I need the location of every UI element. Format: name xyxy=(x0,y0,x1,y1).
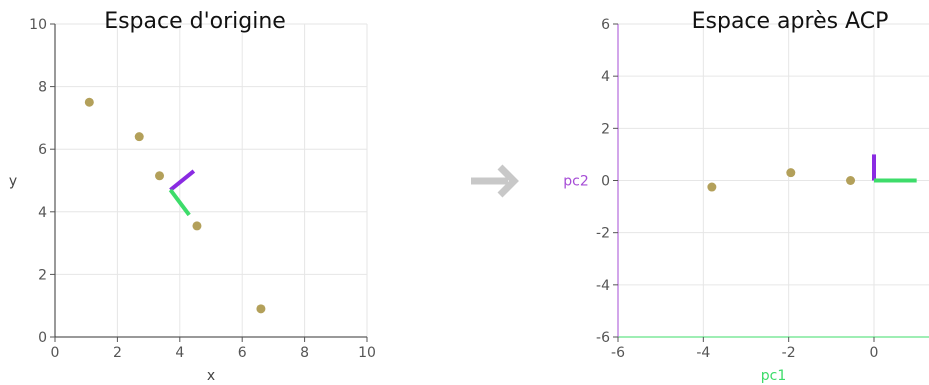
data-point xyxy=(256,304,266,314)
data-point xyxy=(84,97,94,107)
data-point xyxy=(846,176,856,185)
y-tick-label: 0 xyxy=(38,330,47,346)
y-tick-label: 4 xyxy=(38,205,47,221)
data-point xyxy=(192,221,202,231)
data-point xyxy=(155,171,165,181)
x-tick-label: 8 xyxy=(300,345,309,361)
y-axis-label: y xyxy=(9,174,17,190)
x-tick-label: 2 xyxy=(113,345,122,361)
x-axis-label: pc1 xyxy=(761,368,787,384)
data-point xyxy=(707,182,717,192)
y-tick-label: 2 xyxy=(38,267,47,283)
component-vector xyxy=(168,188,191,217)
y-tick-label: 10 xyxy=(29,17,47,33)
x-tick-label: -2 xyxy=(782,345,796,361)
y-tick-label: 8 xyxy=(38,80,47,96)
y-tick-label: 4 xyxy=(601,69,610,85)
data-point xyxy=(134,132,144,142)
x-tick-label: 10 xyxy=(358,345,376,361)
y-tick-label: -2 xyxy=(596,226,610,242)
y-tick-label: -4 xyxy=(596,278,610,294)
right-arrow-icon xyxy=(471,164,519,198)
x-tick-label: 6 xyxy=(238,345,247,361)
y-axis-label: pc2 xyxy=(563,174,589,190)
x-axis-label: x xyxy=(207,368,215,384)
y-tick-label: 6 xyxy=(601,17,610,33)
y-tick-label: -6 xyxy=(596,330,610,346)
y-tick-label: 0 xyxy=(601,174,610,190)
x-tick-label: -6 xyxy=(611,345,625,361)
chart-title: Espace après ACP xyxy=(692,9,889,34)
component-vector xyxy=(169,169,196,192)
x-tick-label: 0 xyxy=(870,345,879,361)
x-tick-label: 0 xyxy=(51,345,60,361)
data-point xyxy=(786,168,796,178)
chart-original-space: 0 2 4 6 8 10 0 2 4 6 8 10 Espace d'origine x y xyxy=(9,9,376,384)
y-tick-label: 2 xyxy=(601,121,610,137)
x-tick-label: 4 xyxy=(175,345,184,361)
chart-title: Espace d'origine xyxy=(104,9,286,34)
y-tick-label: 6 xyxy=(38,142,47,158)
x-tick-label: -4 xyxy=(696,345,710,361)
